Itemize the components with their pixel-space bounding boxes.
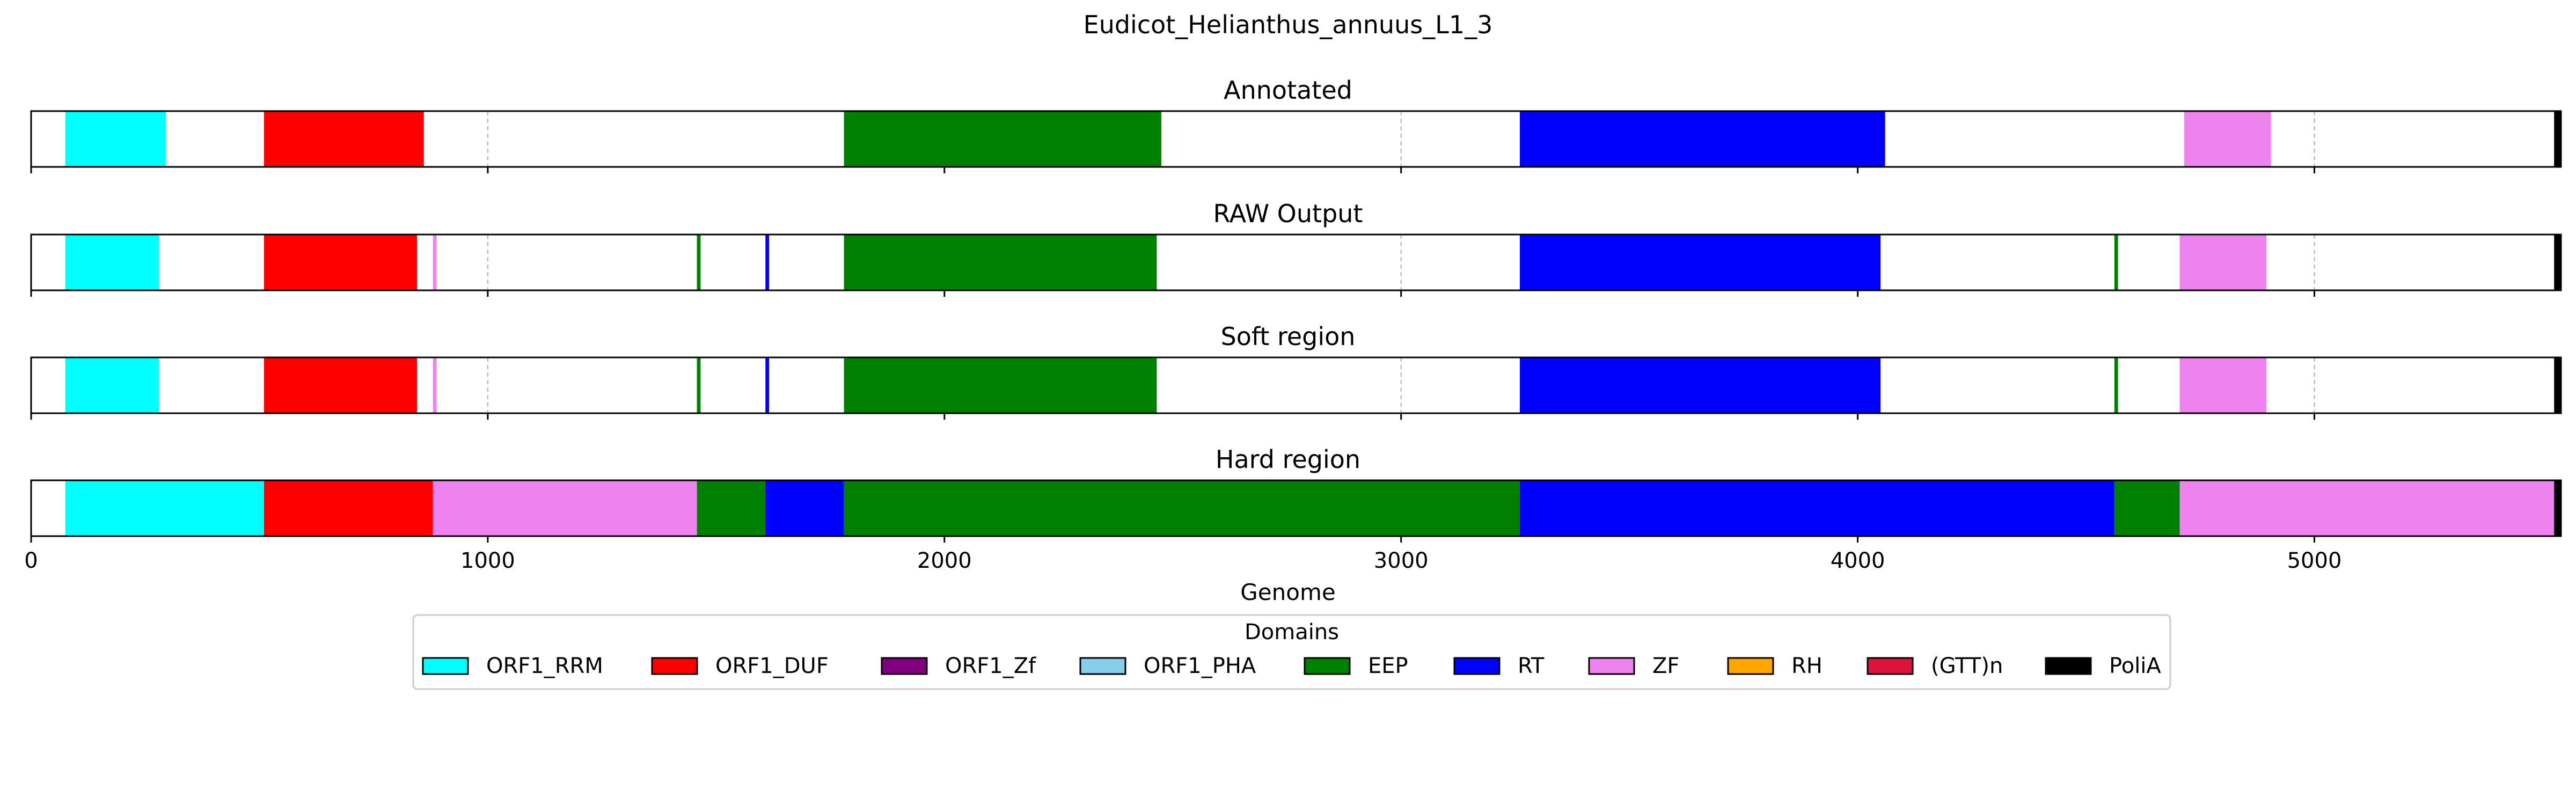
legend-swatch [422, 657, 469, 675]
legend: Domains ORF1_RRM ORF1_DUF ORF1_Zf ORF1_PHA EE… [412, 614, 2171, 690]
legend-label: EEP [1368, 654, 1408, 678]
legend-swatch [2045, 657, 2092, 675]
tracks: Annotated RAW Output Soft region Hard regio… [30, 76, 2562, 543]
segment-eep [2114, 480, 2180, 536]
legend-swatch [1079, 657, 1126, 675]
legend-swatch [1588, 657, 1635, 675]
track-title: Annotated [1224, 76, 1352, 105]
x-tick-label: 4000 [1831, 548, 1885, 573]
legend-item-rh: RH [1727, 654, 1823, 678]
legend-title: Domains [1245, 620, 1339, 645]
segment-zf [2179, 235, 2267, 290]
segment-eep [844, 480, 1520, 536]
legend-swatch [1453, 657, 1501, 675]
segment-rt [765, 357, 770, 413]
track-soft-region: Soft region [30, 322, 2562, 420]
segment-eep [697, 480, 766, 536]
segment-zf [433, 357, 437, 413]
legend-item-orf1-zf: ORF1_Zf [881, 654, 1036, 678]
legend-swatch [881, 657, 928, 675]
legend-item-eep: EEP [1304, 654, 1408, 678]
segment-orf1-rrm [65, 111, 166, 167]
track-frame [30, 110, 2562, 168]
legend-label: ORF1_PHA [1144, 654, 1256, 678]
legend-label: RH [1791, 654, 1823, 678]
segment-orf1-rrm [65, 480, 264, 536]
chart-title: Eudicot_Helianthus_annuus_L1_3 [1084, 10, 1493, 39]
segment-zf [433, 480, 697, 536]
legend-item-rt: RT [1453, 654, 1545, 678]
legend-label: RT [1518, 654, 1545, 678]
legend-label: ORF1_Zf [945, 654, 1036, 678]
segment-rt [765, 235, 770, 290]
legend-swatch [1727, 657, 1774, 675]
segment-rt [765, 480, 844, 536]
legend-swatch [1867, 657, 1914, 675]
segment-zf [2184, 111, 2271, 167]
x-tick-label: 2000 [917, 548, 972, 573]
segment-polia [2554, 480, 2561, 536]
track-annotated: Annotated [30, 76, 2562, 173]
legend-swatch [1304, 657, 1351, 675]
legend-item-zf: ZF [1588, 654, 1679, 678]
segment-orf1-duf [264, 480, 433, 536]
x-tick-label: 1000 [460, 548, 515, 573]
track-title: Hard region [1216, 445, 1360, 474]
x-axis: 0 1000 2000 3000 4000 5000 [24, 548, 2341, 573]
legend-item-orf1-pha: ORF1_PHA [1079, 654, 1256, 678]
segment-rt [1519, 235, 1881, 290]
legend-label: ORF1_RRM [486, 654, 603, 678]
track-title: RAW Output [1213, 199, 1363, 228]
track-frame [30, 479, 2562, 537]
x-axis-label: Genome [1240, 579, 1335, 605]
segment-rt [1519, 111, 1885, 167]
segment-orf1-duf [264, 357, 418, 413]
legend-label: PoliA [2109, 654, 2161, 678]
segment-eep [697, 235, 701, 290]
x-tick-label: 3000 [1374, 548, 1429, 573]
segment-rt [1519, 357, 1881, 413]
segment-polia [2554, 111, 2561, 167]
segment-zf [433, 235, 437, 290]
segment-zf [2179, 480, 2555, 536]
segment-eep [844, 357, 1157, 413]
segment-zf [2179, 357, 2267, 413]
x-tick-label: 0 [24, 548, 38, 573]
segment-orf1-rrm [65, 235, 159, 290]
legend-item-orf1-rrm: ORF1_RRM [422, 654, 603, 678]
track-hard-region: Hard region [30, 445, 2562, 543]
segment-orf1-duf [264, 235, 418, 290]
segment-eep [844, 111, 1161, 167]
legend-item-polia: PoliA [2045, 654, 2161, 678]
segment-eep [2114, 357, 2118, 413]
track-raw-output: RAW Output [30, 199, 2562, 297]
segment-rt [1519, 480, 2114, 536]
segment-orf1-duf [264, 111, 424, 167]
segment-eep [844, 235, 1157, 290]
legend-label: (GTT)n [1931, 654, 2003, 678]
legend-swatch [651, 657, 698, 675]
segment-polia [2554, 357, 2561, 413]
segment-eep [2114, 235, 2118, 290]
segment-orf1-rrm [65, 357, 159, 413]
legend-label: ZF [1652, 654, 1679, 678]
track-frame [30, 233, 2562, 291]
track-frame [30, 356, 2562, 414]
legend-item--gtt-n: (GTT)n [1867, 654, 2003, 678]
segment-polia [2554, 235, 2561, 290]
x-tick-label: 5000 [2287, 548, 2342, 573]
segment-eep [697, 357, 701, 413]
legend-label: ORF1_DUF [715, 654, 829, 678]
track-title: Soft region [1221, 322, 1356, 351]
legend-item-orf1-duf: ORF1_DUF [651, 654, 829, 678]
